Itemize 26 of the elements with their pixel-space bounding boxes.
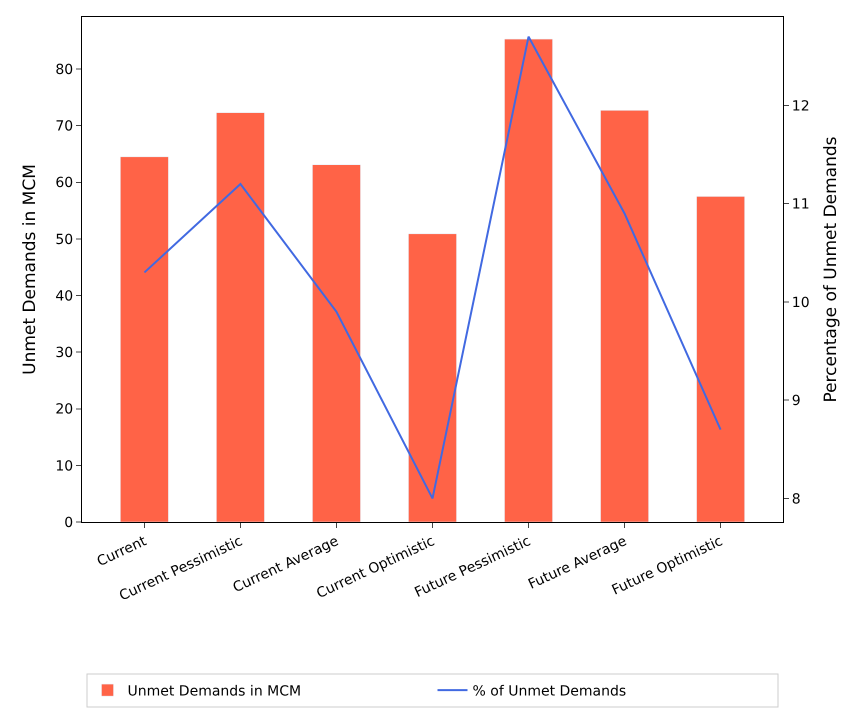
y-tick-label: 0 [64, 514, 74, 531]
bar [408, 234, 457, 522]
y2-tick-label: 12 [792, 98, 810, 114]
bar [600, 110, 649, 522]
y-tick-label: 50 [55, 232, 74, 248]
y-tick-label: 70 [55, 118, 74, 135]
legend-label: % of Unmet Demands [472, 684, 626, 700]
bar [120, 156, 169, 522]
y-tick-label: 80 [55, 62, 74, 78]
bar [696, 196, 745, 522]
y2-tick-label: 8 [792, 491, 801, 508]
y2-axis-title: Percentage of Unmet Demands [821, 136, 842, 403]
y-axis-title: Unmet Demands in MCM [20, 164, 40, 375]
y2-tick-label: 11 [792, 196, 810, 213]
y-tick-label: 40 [55, 288, 74, 304]
y-tick-label: 60 [55, 175, 74, 192]
bar [216, 112, 265, 522]
y-tick-label: 30 [55, 345, 74, 362]
bar [504, 38, 553, 522]
bar [312, 164, 361, 522]
y-tick-label: 10 [55, 458, 74, 474]
y-tick-label: 20 [55, 402, 74, 418]
y2-tick-label: 9 [792, 393, 801, 410]
line-series [143, 36, 722, 500]
y2-tick-label: 10 [792, 294, 810, 311]
legend-label: Unmet Demands in MCM [128, 684, 302, 700]
